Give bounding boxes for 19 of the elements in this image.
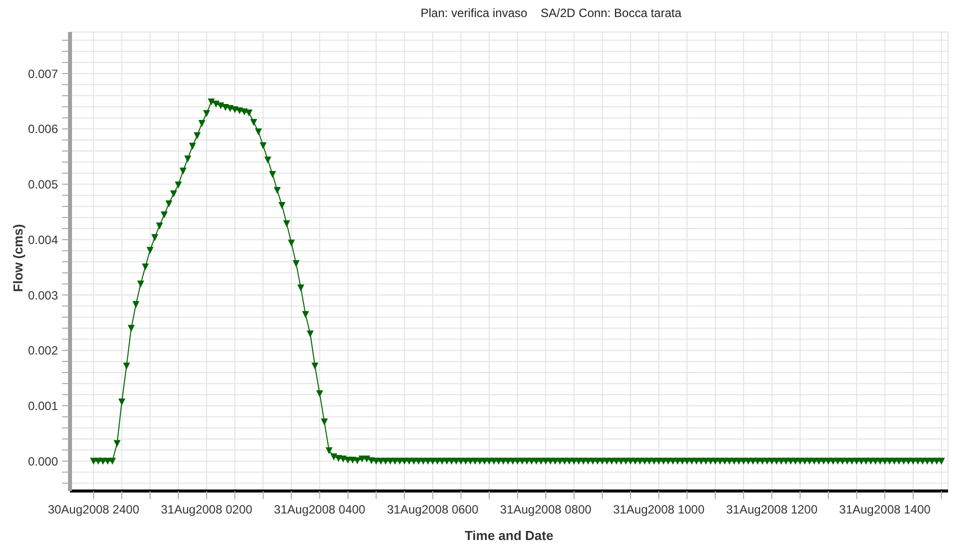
y-tick-label: 0.004 [28, 232, 58, 247]
x-tick-label: 31Aug2008 1200 [726, 502, 818, 517]
chart-title: Plan: verifica invaso SA/2D Conn: Bocca tarata [420, 6, 682, 20]
y-tick-label: 0.006 [28, 122, 58, 136]
y-axis-title: Flow (cms) [10, 224, 26, 292]
y-tick-label: 0.001 [28, 398, 58, 413]
y-tick-label: 0.007 [28, 66, 58, 81]
x-axis-title: Time and Date [464, 528, 554, 543]
x-tick-label: 31Aug2008 0600 [386, 502, 479, 517]
y-tick-label: 0.005 [28, 178, 58, 192]
x-tick-label: 31Aug2008 1400 [839, 502, 931, 517]
y-tick-label: 0.000 [28, 454, 58, 468]
x-tick-label: 31Aug2008 0800 [500, 502, 592, 517]
y-tick-label: 0.002 [28, 344, 58, 358]
x-tick-label: 31Aug2008 0200 [160, 502, 253, 517]
x-tick-label: 31Aug2008 0400 [274, 502, 366, 517]
x-tick-label: 31Aug2008 1000 [613, 502, 705, 517]
y-tick-label: 0.003 [28, 288, 58, 302]
text: 30Aug2008 2400 [48, 502, 140, 517]
